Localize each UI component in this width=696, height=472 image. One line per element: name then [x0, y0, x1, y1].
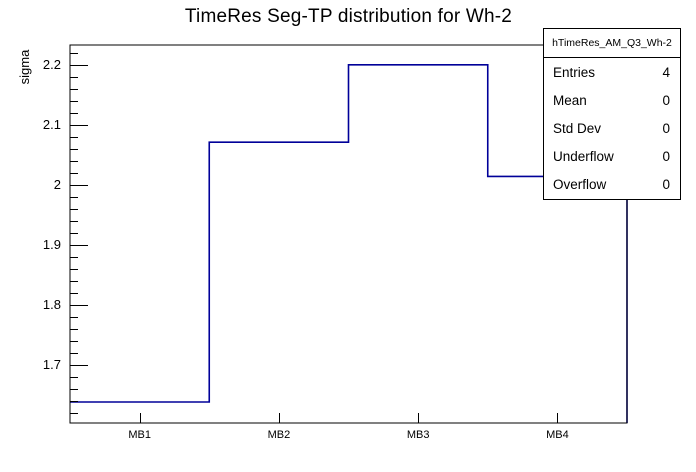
stats-label: Overflow	[553, 177, 607, 193]
y-tick-label: 1.7	[42, 356, 61, 372]
y-tick-label: 2	[53, 176, 61, 192]
stats-label: Std Dev	[553, 121, 602, 136]
stats-label: Underflow	[553, 149, 614, 165]
stats-box-title: hTimeRes_AM_Q3_Wh-2	[544, 29, 680, 58]
stats-row-stddev: Std Dev 0	[544, 114, 680, 142]
stats-row-overflow: Overflow 0	[544, 171, 680, 199]
x-tick-label: MB1	[128, 429, 151, 441]
stats-label: Mean	[553, 92, 587, 108]
stats-box: hTimeRes_AM_Q3_Wh-2 Entries 4 Mean 0 Std…	[543, 28, 681, 200]
stats-value: 0	[662, 177, 670, 193]
y-tick-label: 1.8	[42, 296, 61, 312]
stats-label: Entries	[553, 64, 596, 80]
stats-row-mean: Mean 0	[544, 86, 680, 114]
y-tick-label: 2.2	[42, 56, 61, 72]
chart-title: TimeRes Seg-TP distribution for Wh-2	[184, 6, 513, 27]
stats-row-entries: Entries 4	[544, 58, 680, 86]
stats-value: 0	[662, 121, 670, 136]
y-tick-label: 2.1	[42, 116, 61, 132]
x-tick-label: MB2	[267, 429, 291, 441]
x-tick-label: MB3	[406, 429, 430, 441]
stats-value: 0	[662, 149, 670, 165]
stats-value: 0	[662, 92, 670, 108]
axis-frame	[69, 44, 628, 424]
x-tick-label: MB4	[546, 429, 569, 441]
y-tick-label: 1.9	[42, 236, 61, 252]
stats-row-underflow: Underflow 0	[544, 143, 680, 171]
stats-value: 4	[662, 64, 670, 80]
